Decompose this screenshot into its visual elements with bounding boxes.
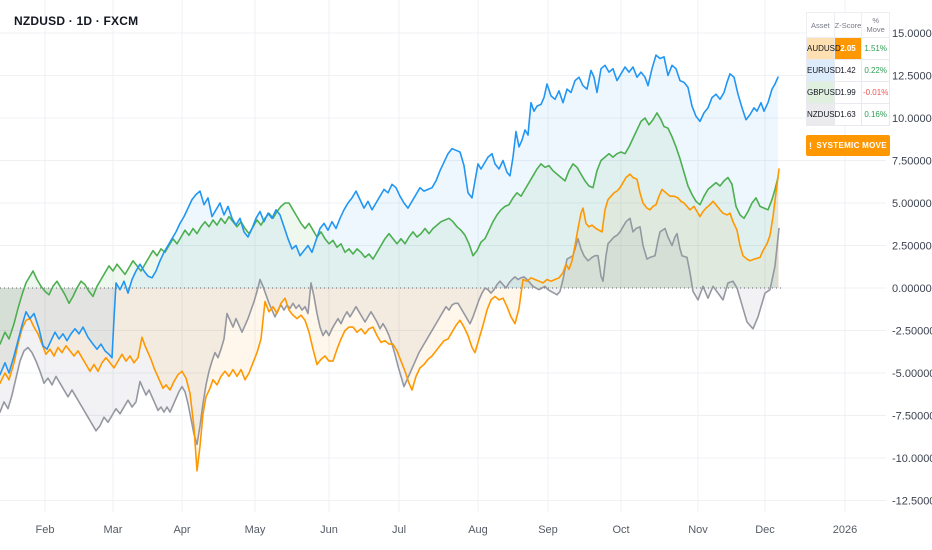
zscore-table-header: Asset Z-Score% Move xyxy=(806,12,890,38)
series-line-eurusd[interactable] xyxy=(0,54,779,376)
zscore-cell: 1.63 xyxy=(833,103,863,126)
x-axis-label[interactable]: May xyxy=(245,524,266,536)
y-axis-label[interactable]: 15.00000 xyxy=(892,28,932,40)
asset-cell[interactable]: EURUSD xyxy=(806,59,841,82)
pct-move-cell: -0.01% xyxy=(861,81,890,104)
asset-row[interactable]: AUDUSD 2.05 1.51% xyxy=(806,37,890,60)
x-axis-label[interactable]: Apr xyxy=(173,524,190,536)
pct-move-cell: 1.51% xyxy=(861,37,890,60)
x-axis-label[interactable]: Sep xyxy=(538,524,558,536)
y-axis-label[interactable]: -12.50000 xyxy=(892,496,932,508)
column-header: Asset xyxy=(806,12,835,38)
zscore-table: Asset Z-Score% Move AUDUSD 2.05 1.51% EURUSD… xyxy=(806,12,890,126)
pct-move-cell: 0.16% xyxy=(861,103,890,126)
asset-cell[interactable]: NZDUSD xyxy=(806,103,840,126)
y-axis-label[interactable]: -7.50000 xyxy=(892,411,932,423)
x-axis-label[interactable]: 2026 xyxy=(833,524,857,536)
x-axis-label[interactable]: Oct xyxy=(612,524,629,536)
alert-icon: ! xyxy=(809,140,813,151)
y-axis-label[interactable]: 2.50000 xyxy=(892,241,932,253)
x-axis-label[interactable]: Aug xyxy=(468,524,488,536)
systemic-move-label: SYSTEMIC MOVE xyxy=(816,141,887,150)
y-axis-label[interactable]: 7.50000 xyxy=(892,156,932,168)
x-axis-label[interactable]: Feb xyxy=(36,524,55,536)
series-line-gbpusd[interactable] xyxy=(0,112,779,345)
column-header: Z-Score xyxy=(833,12,863,38)
x-axis-label[interactable]: Jun xyxy=(320,524,338,536)
series-fill-gbpusd xyxy=(0,112,778,345)
x-axis-label[interactable]: Nov xyxy=(688,524,708,536)
y-axis-label[interactable]: -5.00000 xyxy=(892,368,932,380)
zscore-panel: Asset Z-Score% Move AUDUSD 2.05 1.51% EURUSD… xyxy=(806,12,890,156)
zscore-cell: 1.99 xyxy=(833,81,863,104)
column-header: % Move xyxy=(861,12,890,38)
y-axis-label[interactable]: -2.50000 xyxy=(892,326,932,338)
asset-cell[interactable]: GBPUSD xyxy=(806,81,841,104)
symbol-title[interactable]: NZDUSD · 1D · FXCM xyxy=(14,14,139,28)
asset-row[interactable]: EURUSD 1.42 0.22% xyxy=(806,59,890,82)
series-fill-nzdusd xyxy=(0,218,779,445)
asset-row[interactable]: NZDUSD 1.63 0.16% xyxy=(806,103,890,126)
x-axis-label[interactable]: Mar xyxy=(104,524,123,536)
pct-move-cell: 0.22% xyxy=(861,59,890,82)
series-fill-audusd xyxy=(0,169,779,471)
asset-row[interactable]: GBPUSD 1.99 -0.01% xyxy=(806,81,890,104)
y-axis-label[interactable]: 12.50000 xyxy=(892,71,932,83)
systemic-move-button[interactable]: ! SYSTEMIC MOVE xyxy=(806,135,890,156)
y-axis-label[interactable]: 10.00000 xyxy=(892,113,932,125)
series-line-nzdusd[interactable] xyxy=(0,217,780,446)
series-fill-eurusd xyxy=(0,55,778,375)
series-line-audusd[interactable] xyxy=(0,168,780,472)
asset-cell[interactable]: AUDUSD xyxy=(806,37,841,60)
x-axis-label[interactable]: Dec xyxy=(755,524,775,536)
y-axis-label[interactable]: 5.00000 xyxy=(892,198,932,210)
y-axis-label[interactable]: 0.00000 xyxy=(892,283,932,295)
y-axis-label[interactable]: -10.00000 xyxy=(892,453,932,465)
x-axis-label[interactable]: Jul xyxy=(392,524,406,536)
